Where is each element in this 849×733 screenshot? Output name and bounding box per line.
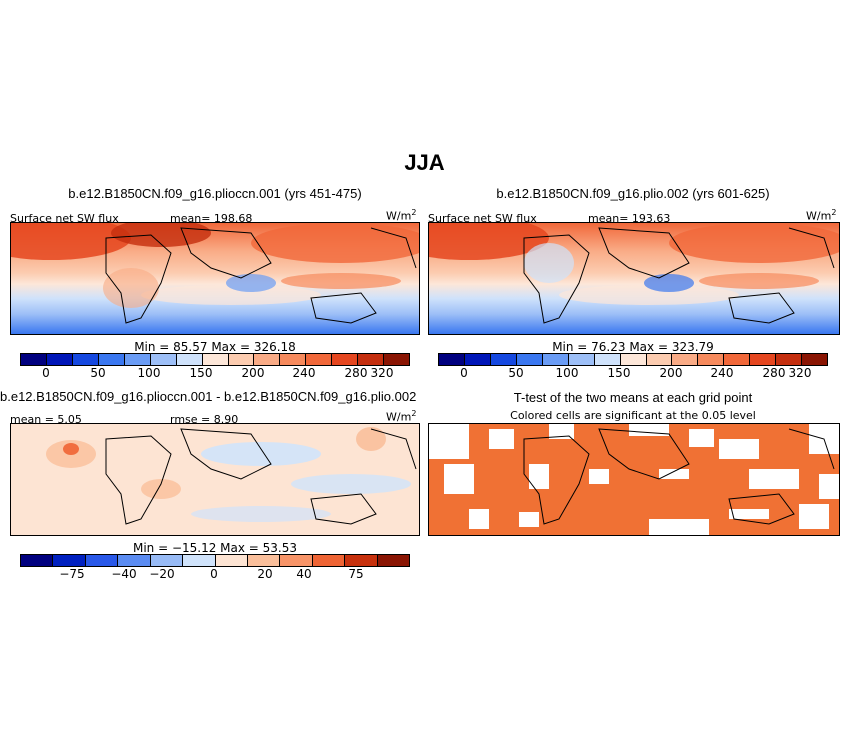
panel3-minmax: Min = −15.12 Max = 53.53 (132, 541, 298, 555)
panel3-tick: −20 (149, 567, 175, 581)
panel2-units: W/m2 (806, 208, 837, 223)
panel2-minmax: Min = 76.23 Max = 323.79 (552, 340, 714, 354)
panel2-tick: 100 (555, 366, 579, 380)
panel3-tick: 40 (296, 567, 312, 581)
colorbar-swatch (247, 555, 281, 566)
colorbar-swatch (594, 354, 621, 365)
panel2-tick: 240 (710, 366, 734, 380)
colorbar-swatch (72, 354, 99, 365)
panel1-tick: 50 (90, 366, 106, 380)
panel2-tick: 0 (460, 366, 468, 380)
panel1-units: W/m2 (386, 208, 417, 223)
colorbar-swatch (118, 555, 151, 566)
colorbar-swatch (228, 354, 255, 365)
colorbar-swatch (698, 354, 725, 365)
panel3-rmse: rmse = 8.90 (170, 413, 239, 426)
panel2-tick: 50 (508, 366, 524, 380)
panel1-tick: 150 (189, 366, 213, 380)
colorbar-swatch (672, 354, 699, 365)
colorbar-swatch (516, 354, 543, 365)
colorbar-swatch (202, 354, 229, 365)
panel3-tick: −75 (59, 567, 85, 581)
colorbar-swatch (21, 555, 54, 566)
panel3-tick: 20 (257, 567, 273, 581)
panel1-tick: 200 (241, 366, 265, 380)
colorbar-swatch (53, 555, 86, 566)
colorbar-swatch (254, 354, 281, 365)
panel3-units: W/m2 (386, 409, 417, 424)
colorbar-swatch (464, 354, 491, 365)
panel3-mean: mean = 5.05 (10, 413, 82, 426)
colorbar-swatch (724, 354, 751, 365)
panel1-tick: 280 (344, 366, 368, 380)
colorbar-swatch (384, 354, 410, 365)
panel2-field (429, 223, 839, 334)
panel4-subtitle: Colored cells are significant at the 0.0… (510, 409, 756, 422)
panel1-tick: 320 (370, 366, 394, 380)
colorbar-swatch (377, 555, 410, 566)
panel2-tick: 200 (659, 366, 683, 380)
panel3-field (11, 424, 419, 535)
colorbar-swatch (750, 354, 777, 365)
panel1-colorbar (20, 353, 410, 366)
colorbar-swatch (85, 555, 119, 566)
panel2-map (428, 222, 840, 335)
colorbar-swatch (176, 354, 203, 365)
colorbar-swatch (150, 555, 184, 566)
figure-title: JJA (404, 150, 445, 175)
colorbar-swatch (802, 354, 828, 365)
panel4-title: T-test of the two means at each grid poi… (513, 390, 753, 405)
colorbar-swatch (46, 354, 73, 365)
colorbar-swatch (646, 354, 673, 365)
panel2-tick: 320 (788, 366, 812, 380)
panel3-tick: −40 (111, 567, 137, 581)
panel3-tick: 75 (348, 567, 364, 581)
panel1-tick: 240 (292, 366, 316, 380)
panel1-variable: Surface net SW flux (10, 212, 119, 225)
panel1-minmax: Min = 85.57 Max = 326.18 (134, 340, 296, 354)
panel3-colorbar (20, 554, 410, 567)
panel1-field (11, 223, 419, 334)
colorbar-swatch (490, 354, 517, 365)
panel2-title: b.e12.B1850CN.f09_g16.plio.002 (yrs 601-… (496, 186, 770, 201)
colorbar-swatch (620, 354, 647, 365)
panel3-tick: 0 (210, 567, 218, 581)
panel1-tick: 0 (42, 366, 50, 380)
colorbar-swatch (215, 555, 248, 566)
colorbar-swatch (776, 354, 803, 365)
panel3-title: b.e12.B1850CN.f09_g16.plioccn.001 - b.e1… (0, 389, 417, 404)
colorbar-swatch (98, 354, 125, 365)
colorbar-swatch (150, 354, 177, 365)
colorbar-swatch (306, 354, 333, 365)
panel2-colorbar (438, 353, 828, 366)
colorbar-swatch (568, 354, 595, 365)
panel4-field (429, 424, 839, 535)
colorbar-swatch (332, 354, 359, 365)
panel4-map (428, 423, 840, 536)
panel3-map (10, 423, 420, 536)
panel1-map (10, 222, 420, 335)
colorbar-swatch (542, 354, 569, 365)
panel2-tick: 150 (607, 366, 631, 380)
colorbar-swatch (280, 555, 313, 566)
panel2-variable: Surface net SW flux (428, 212, 537, 225)
panel2-mean: mean= 193.63 (588, 212, 671, 225)
colorbar-swatch (439, 354, 465, 365)
colorbar-swatch (312, 555, 346, 566)
colorbar-swatch (345, 555, 378, 566)
panel1-tick: 100 (137, 366, 161, 380)
panel2-tick: 280 (762, 366, 786, 380)
panel1-title: b.e12.B1850CN.f09_g16.plioccn.001 (yrs 4… (68, 186, 362, 201)
colorbar-swatch (124, 354, 151, 365)
colorbar-swatch (280, 354, 307, 365)
colorbar-swatch (358, 354, 385, 365)
panel1-mean: mean= 198.68 (170, 212, 253, 225)
colorbar-swatch (183, 555, 216, 566)
colorbar-swatch (21, 354, 47, 365)
